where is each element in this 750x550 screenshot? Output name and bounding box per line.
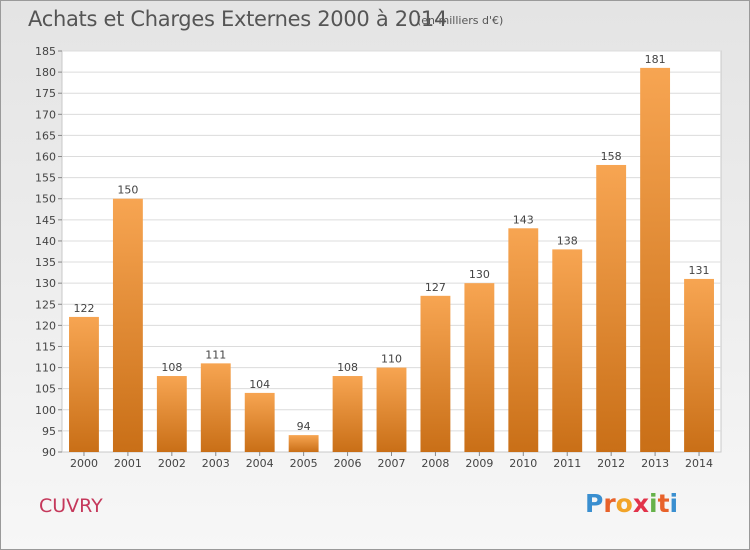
commune-name: CUVRY: [39, 495, 103, 517]
logo-letter: r: [603, 489, 616, 518]
logo-letter: x: [632, 489, 649, 518]
x-tick-label: 2012: [597, 457, 625, 470]
bar: [464, 283, 495, 452]
bar: [244, 392, 275, 452]
y-tick-label: 105: [35, 383, 56, 396]
y-tick-label: 145: [35, 214, 56, 227]
y-tick-label: 185: [35, 45, 56, 58]
bars: 122 150 108 111 104 94 108 110 127 130 143 138 158 18…: [69, 53, 714, 452]
bar-value-label: 104: [249, 378, 270, 391]
x-tick-label: 2000: [70, 457, 98, 470]
bar-value-label: 108: [161, 361, 182, 374]
bar: [156, 376, 187, 452]
bar-value-label: 138: [557, 234, 578, 247]
x-tick-label: 2013: [641, 457, 669, 470]
y-tick-label: 115: [35, 340, 56, 353]
x-tick-label: 2010: [509, 457, 537, 470]
x-tick-label: 2004: [246, 457, 274, 470]
x-tick-label: 2009: [465, 457, 493, 470]
bar: [552, 249, 583, 452]
y-tick-label: 180: [35, 66, 56, 79]
logo-letter: P: [585, 489, 604, 518]
bar: [332, 376, 363, 452]
x-tick-label: 2011: [553, 457, 581, 470]
y-tick-label: 175: [35, 87, 56, 100]
bar-value-label: 122: [73, 302, 94, 315]
y-tick-label: 165: [35, 129, 56, 142]
x-tick-label: 2008: [421, 457, 449, 470]
bar: [200, 363, 231, 452]
bar-value-label: 158: [601, 150, 622, 163]
y-tick-label: 160: [35, 151, 56, 164]
y-tick-label: 120: [35, 319, 56, 332]
y-tick-label: 125: [35, 298, 56, 311]
y-tick-label: 100: [35, 404, 56, 417]
y-axis: 90 95 100 105 110 115 120 125 130 135 140 145 150 155…: [35, 45, 62, 459]
bar-value-label: 108: [337, 361, 358, 374]
y-tick-label: 110: [35, 362, 56, 375]
bar-value-label: 181: [645, 53, 666, 66]
x-tick-label: 2007: [378, 457, 406, 470]
logo-letter: o: [615, 489, 633, 518]
bar-value-label: 150: [117, 184, 138, 197]
bar: [69, 316, 99, 452]
y-tick-label: 150: [35, 193, 56, 206]
bar-value-label: 110: [381, 353, 402, 366]
y-tick-label: 130: [35, 277, 56, 290]
bar: [288, 435, 319, 452]
bar-value-label: 130: [469, 268, 490, 281]
x-axis: 2000 2001 2002 2003 2004 2005 2006 2007 2008 2009…: [70, 452, 713, 470]
y-tick-label: 170: [35, 108, 56, 121]
x-tick-label: 2005: [290, 457, 318, 470]
bar: [508, 228, 539, 452]
chart-subtitle: (en milliers d'€): [417, 14, 504, 27]
bar: [684, 278, 714, 452]
chart-title: Achats et Charges Externes 2000 à 2014: [28, 7, 448, 31]
bar-value-label: 111: [205, 348, 226, 361]
logo-letter: i: [649, 489, 658, 518]
bar: [640, 67, 671, 452]
x-tick-label: 2006: [334, 457, 362, 470]
x-tick-label: 2001: [114, 457, 142, 470]
y-tick-label: 155: [35, 172, 56, 185]
x-tick-label: 2014: [685, 457, 713, 470]
x-tick-label: 2003: [202, 457, 230, 470]
logo-letter: i: [669, 489, 679, 518]
proxiti-logo: Proxiti: [585, 489, 678, 518]
bar: [596, 164, 627, 452]
y-tick-label: 95: [42, 425, 56, 438]
logo-letter: t: [657, 489, 670, 518]
bar: [112, 198, 143, 452]
bar-value-label: 94: [297, 420, 311, 433]
bar-value-label: 127: [425, 281, 446, 294]
y-tick-label: 90: [42, 446, 56, 459]
bar: [376, 367, 407, 452]
bar-value-label: 143: [513, 213, 534, 226]
x-tick-label: 2002: [158, 457, 186, 470]
y-tick-label: 135: [35, 256, 56, 269]
bar-value-label: 131: [689, 264, 710, 277]
y-tick-label: 140: [35, 235, 56, 248]
bar: [420, 295, 451, 452]
